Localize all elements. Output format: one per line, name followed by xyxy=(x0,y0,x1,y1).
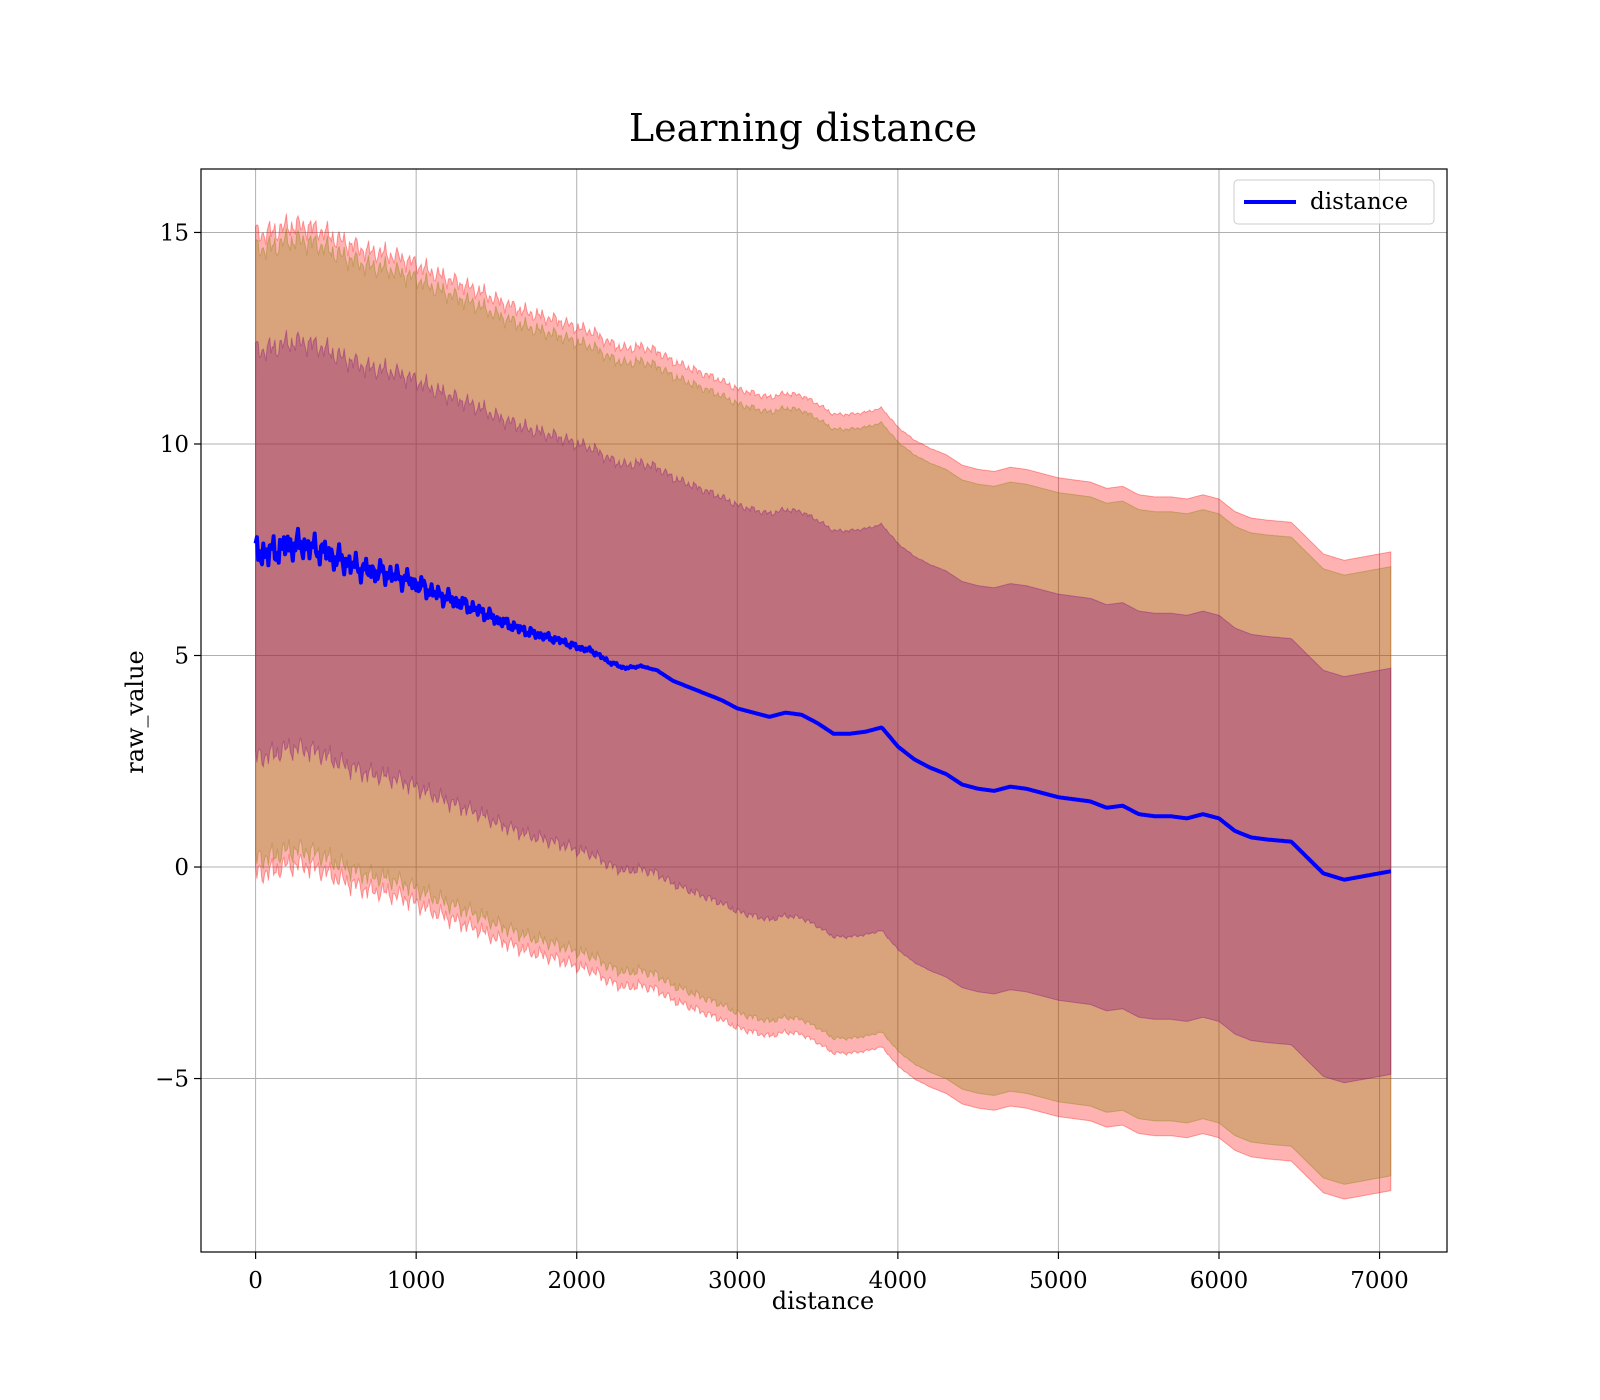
y-tick-label-4: 15 xyxy=(160,220,189,246)
y-tick-label-2: 5 xyxy=(174,644,189,670)
band-2 xyxy=(255,329,1392,1084)
x-tick-label-1: 1000 xyxy=(387,1268,446,1294)
band-0 xyxy=(255,213,1392,1200)
x-tick-label-5: 5000 xyxy=(1029,1268,1088,1294)
x-tick-label-0: 0 xyxy=(248,1268,263,1294)
legend-box xyxy=(1233,179,1435,225)
x-tick-label-3: 3000 xyxy=(708,1268,767,1294)
plot-frame xyxy=(200,168,1448,1253)
x-tick-label-7: 7000 xyxy=(1350,1268,1409,1294)
y-tick-label-0: −5 xyxy=(155,1067,189,1093)
y-tick-label-1: 0 xyxy=(174,855,189,881)
legend-label-distance: distance xyxy=(1310,189,1408,215)
band-1 xyxy=(255,228,1392,1185)
x-tick-label-6: 6000 xyxy=(1190,1268,1249,1294)
x-tick-label-4: 4000 xyxy=(869,1268,928,1294)
plot-area: 0 1000 2000 3000 4000 5000 6000 7000 −5 0 5 10 15 dis… xyxy=(155,168,1448,1294)
y-tick-label-3: 10 xyxy=(160,432,189,458)
x-axis-label: distance xyxy=(772,1287,874,1315)
y-axis-label: raw_value xyxy=(121,650,149,774)
chart-title: Learning distance xyxy=(629,106,977,150)
x-tick-label-2: 2000 xyxy=(547,1268,606,1294)
series-line-distance xyxy=(253,526,1392,882)
